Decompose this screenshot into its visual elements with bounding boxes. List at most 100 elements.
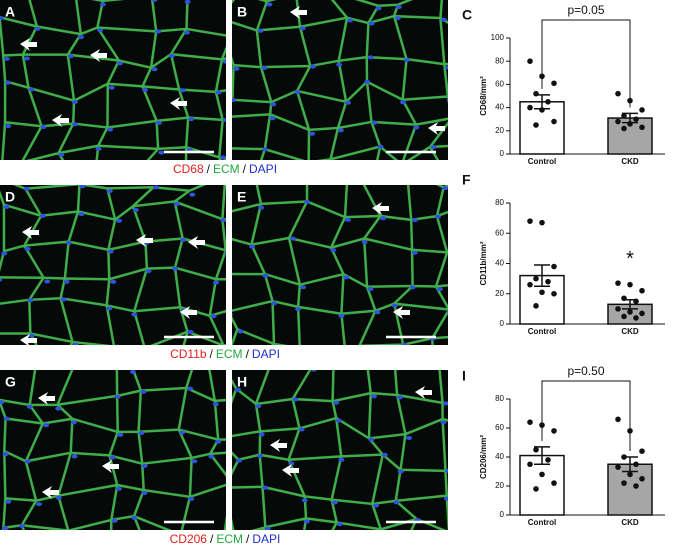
nucleus — [450, 533, 456, 537]
nucleus — [475, 493, 481, 497]
nucleus — [0, 400, 5, 405]
nucleus — [465, 336, 471, 340]
error-bar — [534, 264, 550, 287]
nucleus — [140, 389, 147, 394]
nucleus — [333, 400, 340, 405]
p-value: p=0.50 — [567, 364, 604, 378]
nucleus — [0, 277, 3, 282]
y-tick-label: 60 — [495, 423, 504, 432]
data-point — [551, 480, 557, 486]
nucleus — [39, 213, 46, 218]
nucleus — [18, 523, 25, 528]
nucleus — [298, 427, 305, 432]
panel-letter: H — [237, 374, 247, 390]
nucleus — [368, 21, 375, 26]
data-point — [551, 263, 557, 270]
significance-bracket — [541, 380, 631, 451]
micrograph — [232, 365, 490, 537]
nucleus — [220, 155, 226, 160]
cell-borders — [232, 370, 448, 530]
micrograph — [232, 169, 474, 349]
arrow — [20, 38, 37, 51]
arrow — [180, 306, 197, 319]
nucleus — [151, 67, 158, 72]
nucleus — [184, 180, 190, 184]
data-point — [633, 116, 639, 122]
nucleus — [79, 185, 86, 189]
nucleus — [3, 204, 10, 209]
caption-part: / — [246, 532, 250, 546]
nucleus — [24, 246, 31, 251]
data-point — [615, 90, 621, 97]
data-point — [527, 218, 533, 224]
nucleus — [40, 124, 47, 129]
arrow — [428, 122, 445, 135]
nucleus — [406, 169, 412, 173]
nucleus — [482, 121, 488, 125]
nucleus — [116, 218, 123, 223]
stain-caption: CD11b / ECM / DAPI — [170, 347, 280, 361]
nucleus — [381, 452, 388, 457]
nucleus — [151, 0, 158, 2]
nucleus — [226, 367, 232, 371]
micrograph — [0, 185, 232, 371]
caption-part: CD11b — [170, 347, 207, 361]
nucleus — [484, 367, 490, 371]
y-tick-label: 0 — [500, 319, 505, 328]
nucleus — [468, 406, 474, 410]
nucleus — [35, 502, 42, 507]
data-point — [627, 309, 633, 315]
nucleus — [294, 90, 301, 95]
nucleus — [380, 216, 387, 221]
nucleus — [188, 496, 195, 501]
significance-star: * — [626, 248, 634, 270]
data-point — [533, 303, 539, 309]
nucleus — [343, 275, 350, 280]
nucleus — [116, 61, 123, 66]
data-point — [527, 461, 533, 468]
nucleus — [452, 118, 458, 122]
nucleus — [330, 248, 337, 253]
nucleus — [445, 65, 448, 70]
nucleus — [232, 273, 233, 277]
caption-part: / — [210, 347, 214, 361]
caption-part: CD206 — [170, 532, 208, 546]
nucleus — [233, 66, 240, 71]
nucleus — [360, 345, 366, 349]
data-point — [539, 107, 545, 113]
nucleus — [403, 58, 410, 63]
data-point — [545, 99, 551, 105]
x-tick-label: CKD — [621, 157, 639, 166]
nucleus — [270, 102, 277, 107]
nucleus — [345, 181, 351, 185]
nucleus — [367, 55, 374, 60]
y-tick-label: 0 — [500, 149, 505, 158]
arrow — [102, 460, 119, 473]
nucleus — [468, 239, 474, 243]
data-point — [615, 416, 621, 423]
nucleus — [307, 162, 313, 166]
x-tick-label: Control — [528, 327, 556, 336]
cell-borders — [0, 0, 226, 160]
nucleus — [115, 486, 122, 491]
nucleus — [117, 432, 124, 437]
cell-borders — [232, 0, 448, 160]
data-point — [545, 457, 551, 463]
data-point — [639, 124, 645, 131]
nucleus — [26, 404, 33, 409]
nucleus — [55, 406, 62, 411]
arrow — [415, 386, 432, 399]
nucleus — [5, 499, 12, 504]
nucleus — [155, 120, 162, 125]
nucleus — [270, 365, 276, 369]
nucleus — [270, 301, 277, 306]
y-tick-label: 80 — [495, 198, 504, 207]
arrow — [393, 306, 410, 319]
data-point — [533, 446, 539, 453]
nucleus — [68, 531, 74, 535]
nucleus — [20, 161, 26, 165]
data-point — [633, 483, 639, 489]
nucleus — [397, 469, 404, 474]
nucleus — [299, 26, 306, 31]
